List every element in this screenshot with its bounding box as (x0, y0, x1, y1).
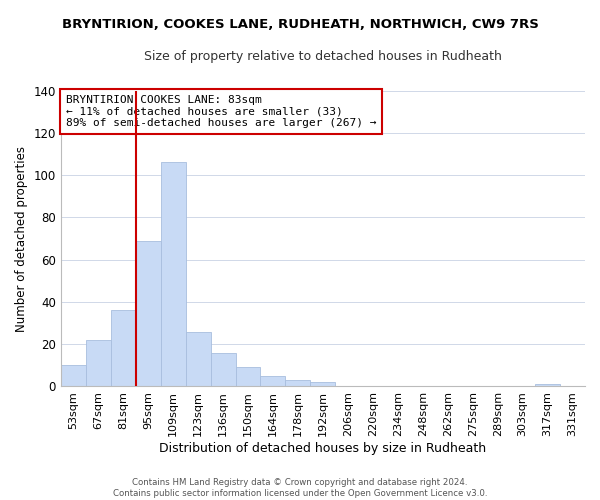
Bar (86, 340, 111, 386)
Text: BRYNTIRION COOKES LANE: 83sqm
← 11% of detached houses are smaller (33)
89% of s: BRYNTIRION COOKES LANE: 83sqm ← 11% of d… (66, 95, 377, 128)
Text: Contains HM Land Registry data © Crown copyright and database right 2024.
Contai: Contains HM Land Registry data © Crown c… (113, 478, 487, 498)
Bar (136, 240, 161, 386)
Bar (535, 384, 560, 386)
Bar (61, 366, 86, 386)
X-axis label: Distribution of detached houses by size in Rudheath: Distribution of detached houses by size … (160, 442, 487, 455)
Bar (236, 368, 260, 386)
Text: BRYNTIRION, COOKES LANE, RUDHEATH, NORTHWICH, CW9 7RS: BRYNTIRION, COOKES LANE, RUDHEATH, NORTH… (62, 18, 538, 30)
Bar (185, 332, 211, 386)
Bar (286, 380, 310, 386)
Bar (111, 310, 136, 386)
Bar (310, 382, 335, 386)
Bar (260, 376, 286, 386)
Bar (211, 352, 236, 386)
Title: Size of property relative to detached houses in Rudheath: Size of property relative to detached ho… (144, 50, 502, 63)
Y-axis label: Number of detached properties: Number of detached properties (15, 146, 28, 332)
Bar (161, 162, 185, 386)
